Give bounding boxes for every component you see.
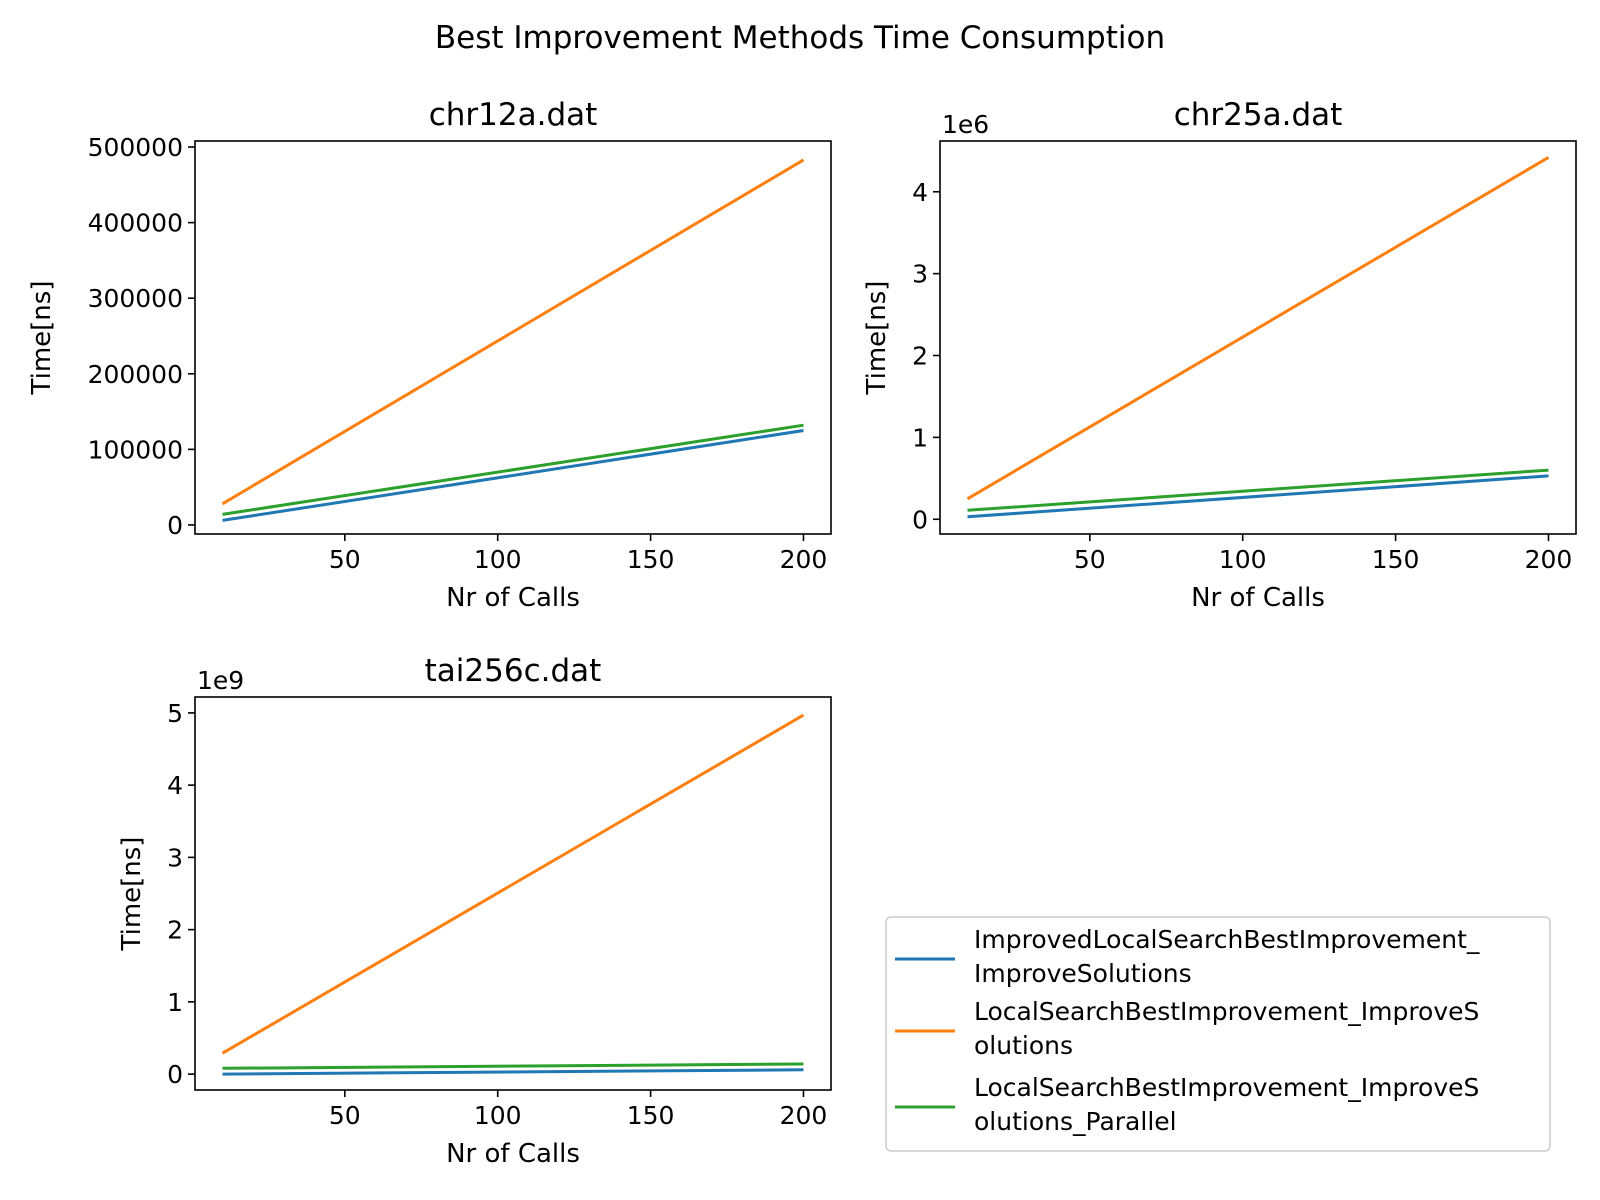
x-tick-label: 50 <box>329 1101 361 1130</box>
series-line <box>967 468 1549 512</box>
y-tick-label: 500000 <box>88 133 183 162</box>
subplot-tai256c: tai256c.dat Nr of Calls Time[ns] 1e9 50 1… <box>117 653 832 1169</box>
legend-entry: ImprovedLocalSearchBestImprovement_ Impr… <box>895 925 1480 988</box>
y-axis-label: Time[ns] <box>862 281 892 396</box>
axes-frame <box>194 696 832 1091</box>
y-tick-label: 3 <box>167 843 183 872</box>
y-tick-label: 0 <box>167 1060 183 1089</box>
subplot-chr12a: chr12a.dat Nr of Calls Time[ns] 50 100 150… <box>27 97 832 613</box>
legend-entry: LocalSearchBestImprovement_ImproveS olut… <box>895 1073 1479 1136</box>
series-line <box>222 423 804 516</box>
y-offset-text: 1e6 <box>942 110 989 139</box>
axes-title: tai256c.dat <box>425 653 602 689</box>
legend-label: ImprovedLocalSearchBestImprovement_ <box>974 925 1480 954</box>
y-tick-label: 4 <box>912 178 928 207</box>
y-axis-label: Time[ns] <box>117 837 147 952</box>
y-tick-label: 2 <box>167 916 183 945</box>
y-tick-label: 1 <box>912 423 928 452</box>
x-axis-label: Nr of Calls <box>1191 583 1325 613</box>
legend-label: olutions <box>974 1031 1073 1060</box>
y-tick-label: 300000 <box>88 284 183 313</box>
y-tick-label: 100000 <box>88 435 183 464</box>
y-tick-label: 5 <box>167 699 183 728</box>
y-tick-label: 0 <box>167 511 183 540</box>
x-tick-label: 100 <box>1219 545 1267 574</box>
x-axis-label: Nr of Calls <box>446 1139 580 1169</box>
y-offset-text: 1e9 <box>197 666 244 695</box>
axes-title: chr25a.dat <box>1174 97 1343 133</box>
plot-area <box>221 158 805 522</box>
y-tick-label: 2 <box>912 342 928 371</box>
y-tick-label: 400000 <box>88 209 183 238</box>
series-line <box>221 158 805 506</box>
legend-label: LocalSearchBestImprovement_ImproveS <box>974 997 1479 1026</box>
x-tick-label: 200 <box>780 545 828 574</box>
y-tick-label: 200000 <box>88 360 183 389</box>
legend: ImprovedLocalSearchBestImprovement_ Impr… <box>885 916 1551 1152</box>
x-tick-label: 150 <box>627 545 675 574</box>
series-line <box>222 1062 804 1070</box>
x-tick-label: 100 <box>474 545 522 574</box>
axes-frame <box>194 140 832 535</box>
legend-box <box>885 916 1551 1152</box>
subplot-chr25a: chr25a.dat Nr of Calls Time[ns] 1e6 50 10… <box>862 97 1577 613</box>
axes-frame <box>939 140 1577 535</box>
legend-entry: LocalSearchBestImprovement_ImproveS olut… <box>895 997 1479 1060</box>
x-tick-label: 150 <box>627 1101 675 1130</box>
y-tick-label: 0 <box>912 505 928 534</box>
axes-title: chr12a.dat <box>429 97 598 133</box>
x-tick-label: 50 <box>329 545 361 574</box>
y-tick-label: 1 <box>167 988 183 1017</box>
x-tick-label: 150 <box>1372 545 1420 574</box>
series-line <box>967 474 1549 519</box>
x-tick-label: 50 <box>1074 545 1106 574</box>
legend-label: LocalSearchBestImprovement_ImproveS <box>974 1073 1479 1102</box>
series-line <box>966 156 1550 501</box>
y-tick-label: 4 <box>167 771 183 800</box>
x-axis-label: Nr of Calls <box>446 583 580 613</box>
y-axis-label: Time[ns] <box>27 281 57 396</box>
x-tick-label: 200 <box>780 1101 828 1130</box>
legend-label: olutions_Parallel <box>974 1107 1177 1136</box>
series-line <box>222 1068 804 1076</box>
plot-area <box>221 713 805 1076</box>
figure-title: Best Improvement Methods Time Consumptio… <box>435 20 1165 56</box>
y-tick-label: 3 <box>912 260 928 289</box>
plot-area <box>966 156 1550 519</box>
x-tick-label: 100 <box>474 1101 522 1130</box>
series-line <box>221 713 805 1055</box>
legend-label: ImproveSolutions <box>974 959 1192 988</box>
x-tick-label: 200 <box>1525 545 1573 574</box>
series-line <box>222 429 804 522</box>
